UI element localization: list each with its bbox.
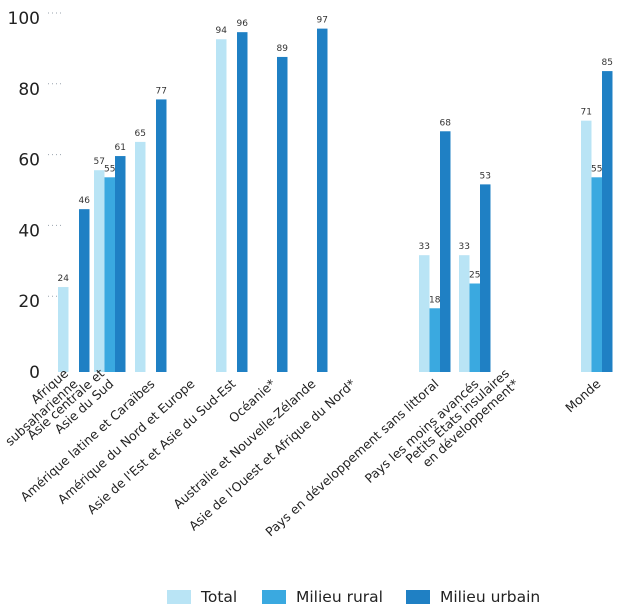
legend-label-rural: Milieu rural bbox=[296, 588, 383, 606]
bar-milieu-rural bbox=[591, 177, 602, 372]
y-tick-label: 0 bbox=[29, 363, 40, 383]
data-label: 18 bbox=[429, 295, 441, 305]
data-label: 55 bbox=[591, 164, 602, 174]
bar-milieu-urbain bbox=[440, 131, 451, 372]
y-tick-label: 20 bbox=[18, 292, 40, 312]
data-label: 24 bbox=[58, 274, 70, 284]
bar-total bbox=[419, 255, 430, 372]
legend: Total Milieu rural Milieu urbain bbox=[0, 586, 619, 608]
x-tick-label: Monde bbox=[562, 376, 603, 415]
bar-milieu-urbain bbox=[317, 28, 328, 373]
legend-item-rural: Milieu rural bbox=[262, 586, 383, 608]
x-category-label: Monde bbox=[562, 376, 603, 415]
data-label: 85 bbox=[602, 58, 613, 68]
bar-chart: 0 20 40 60 80 100 24 57 65 94 33 33 71 55 18 25 55 46 61 77… bbox=[2, 9, 613, 539]
data-label: 33 bbox=[419, 242, 430, 252]
data-label: 89 bbox=[277, 44, 289, 54]
bar-milieu-rural bbox=[429, 308, 440, 372]
data-label: 97 bbox=[317, 16, 328, 26]
x-category-label: Australie et Nouvelle-Zélande bbox=[170, 376, 318, 512]
y-tick-label: 60 bbox=[18, 151, 40, 171]
legend-item-total: Total bbox=[167, 586, 237, 608]
legend-swatch-rural bbox=[262, 590, 286, 604]
bar-total bbox=[581, 120, 592, 372]
data-label: 61 bbox=[115, 143, 126, 153]
bar-milieu-urbain bbox=[79, 209, 90, 372]
bar-milieu-urbain bbox=[156, 99, 167, 373]
legend-item-urbain: Milieu urbain bbox=[406, 586, 540, 608]
bar-milieu-urbain bbox=[115, 156, 126, 372]
data-label: 96 bbox=[237, 19, 249, 29]
bar-milieu-rural bbox=[104, 177, 115, 372]
bar-total bbox=[135, 141, 146, 372]
data-label: 94 bbox=[216, 26, 228, 36]
bar-total bbox=[216, 39, 227, 373]
legend-label-urbain: Milieu urbain bbox=[440, 588, 541, 606]
data-label: 71 bbox=[581, 108, 592, 118]
bar-milieu-rural bbox=[469, 283, 480, 372]
bar-total bbox=[58, 287, 69, 372]
x-tick-label: Petits États insulaires bbox=[403, 366, 513, 467]
y-tick-label: 100 bbox=[8, 9, 40, 29]
data-label: 68 bbox=[440, 118, 452, 128]
data-label: 65 bbox=[135, 129, 146, 139]
y-tick-label: 40 bbox=[18, 221, 40, 241]
x-tick-label: Australie et Nouvelle-Zélande bbox=[170, 376, 318, 512]
bar-milieu-urbain bbox=[237, 32, 248, 372]
legend-swatch-total bbox=[167, 590, 191, 604]
bar-total bbox=[94, 170, 105, 372]
bar-milieu-urbain bbox=[277, 56, 288, 372]
bar-total bbox=[459, 255, 470, 372]
bar-milieu-urbain bbox=[480, 184, 491, 372]
bar-milieu-urbain bbox=[602, 71, 613, 372]
legend-label-total: Total bbox=[201, 588, 238, 606]
legend-swatch-urbain bbox=[406, 590, 430, 604]
data-label: 77 bbox=[156, 86, 167, 96]
data-label: 53 bbox=[480, 171, 491, 181]
data-label: 55 bbox=[104, 164, 115, 174]
data-label: 57 bbox=[94, 157, 105, 167]
data-label: 25 bbox=[469, 271, 480, 281]
data-label: 46 bbox=[79, 196, 91, 206]
data-label: 33 bbox=[459, 242, 470, 252]
y-tick-label: 80 bbox=[18, 80, 40, 100]
